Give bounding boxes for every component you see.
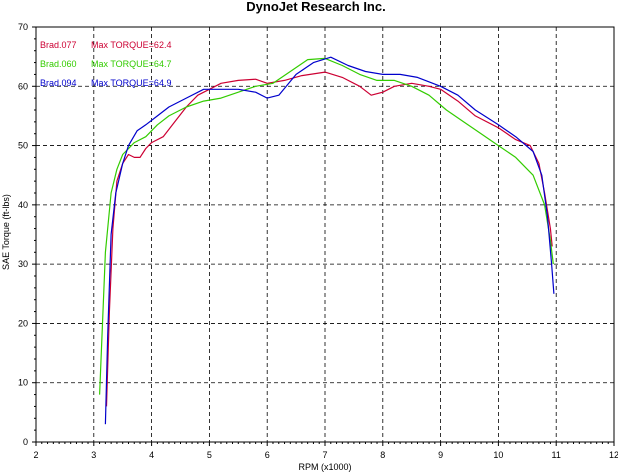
legend-series-name: Brad.077 — [40, 40, 77, 50]
y-tick-label: 10 — [18, 378, 28, 388]
y-tick-label: 60 — [18, 81, 28, 91]
y-tick-label: 0 — [23, 437, 28, 447]
x-tick-label: 9 — [438, 450, 443, 460]
x-tick-label: 11 — [552, 450, 561, 460]
x-tick-label: 3 — [91, 450, 96, 460]
y-tick-label: 30 — [18, 259, 28, 269]
x-tick-label: 4 — [149, 450, 154, 460]
x-axis-label: RPM (x1000) — [298, 462, 351, 472]
y-tick-label: 50 — [18, 141, 28, 151]
x-tick-label: 10 — [493, 450, 503, 460]
legend-max-torque: Max TORQUE=64.9 — [91, 78, 171, 88]
y-tick-label: 40 — [18, 200, 28, 210]
series-line — [105, 71, 553, 407]
series-line — [104, 56, 555, 425]
x-tick-label: 12 — [609, 450, 618, 460]
y-axis-label: SAE Torque (ft-lbs) — [1, 194, 11, 270]
legend-max-torque: Max TORQUE=64.7 — [91, 59, 171, 69]
chart-title: DynoJet Research Inc. — [246, 0, 385, 14]
x-tick-label: 5 — [207, 450, 212, 460]
legend-max-torque: Max TORQUE=62.4 — [91, 40, 171, 50]
legend: Brad.077 Max TORQUE=62.4 Brad.060 Max TORQU… — [40, 40, 171, 88]
grid — [36, 27, 614, 442]
series-line — [99, 57, 554, 395]
y-axis-ticks: 0 10 20 30 40 50 60 70 — [18, 22, 36, 447]
x-axis-ticks: 2 3 4 5 6 7 8 9 10 11 12 — [33, 442, 618, 460]
x-tick-label: 2 — [33, 450, 38, 460]
y-tick-label: 70 — [18, 22, 28, 32]
series-lines — [99, 56, 555, 425]
x-tick-label: 7 — [322, 450, 327, 460]
x-tick-label: 8 — [380, 450, 385, 460]
legend-series-name: Brad.060 — [40, 59, 77, 69]
x-tick-label: 6 — [265, 450, 270, 460]
y-tick-label: 20 — [18, 318, 28, 328]
legend-series-name: Brad.094 — [40, 78, 77, 88]
